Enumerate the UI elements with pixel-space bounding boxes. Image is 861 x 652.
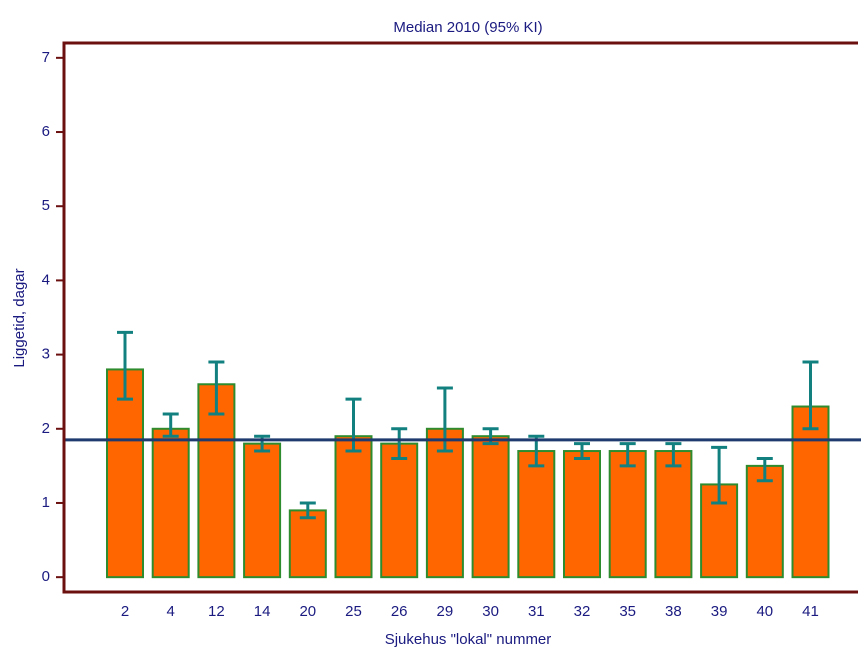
y-tick-label: 0 — [42, 568, 50, 585]
bar — [471, 435, 510, 579]
x-tick-label: 20 — [299, 603, 316, 620]
y-tick-label: 6 — [42, 123, 50, 140]
bar — [106, 368, 144, 579]
x-tick-label: 32 — [574, 603, 591, 620]
error-bar — [299, 501, 316, 520]
bar — [197, 383, 236, 579]
error-bar — [345, 397, 362, 453]
y-tick-label: 7 — [42, 49, 50, 66]
error-bar — [619, 442, 636, 468]
y-tick-label: 1 — [42, 494, 50, 511]
bar — [380, 442, 419, 579]
y-tick-label: 4 — [42, 271, 50, 288]
bar — [517, 450, 556, 579]
x-tick-label: 14 — [254, 603, 271, 620]
bar — [791, 405, 830, 579]
error-bar — [711, 445, 728, 505]
bar — [745, 464, 784, 579]
bar — [243, 442, 282, 579]
y-tick-label: 2 — [42, 420, 50, 437]
y-tick-label: 5 — [42, 197, 50, 214]
error-bar — [665, 442, 682, 468]
bar — [288, 509, 327, 579]
error-bar — [756, 456, 773, 483]
error-bar — [802, 360, 819, 431]
plot-frame — [62, 41, 858, 594]
y-axis-label: Liggetid, dagar — [11, 268, 28, 367]
x-tick-label: 35 — [619, 603, 636, 620]
x-tick-label: 2 — [121, 603, 129, 620]
error-bar — [391, 427, 408, 460]
y-tick-label: 3 — [42, 346, 50, 363]
x-axis-label: Sjukehus "lokal" nummer — [385, 631, 552, 648]
chart-title: Median 2010 (95% KI) — [393, 19, 542, 36]
x-tick-label: 39 — [711, 603, 728, 620]
error-bar — [208, 360, 225, 416]
error-bar — [162, 412, 179, 438]
bar — [563, 450, 601, 579]
x-tick-label: 31 — [528, 603, 545, 620]
bar — [608, 450, 647, 579]
bar — [425, 427, 464, 579]
error-bar — [117, 330, 133, 401]
x-tick-label: 4 — [167, 603, 175, 620]
x-tick-label: 41 — [802, 603, 819, 620]
bar — [654, 450, 693, 579]
bar — [151, 427, 190, 579]
x-tick-label: 40 — [756, 603, 773, 620]
error-bar — [574, 442, 590, 460]
x-tick-label: 29 — [437, 603, 454, 620]
x-tick-label: 12 — [208, 603, 225, 620]
bar — [334, 435, 373, 579]
x-tick-label: 38 — [665, 603, 682, 620]
x-tick-label: 30 — [482, 603, 499, 620]
x-tick-label: 26 — [391, 603, 408, 620]
x-tick-label: 25 — [345, 603, 362, 620]
